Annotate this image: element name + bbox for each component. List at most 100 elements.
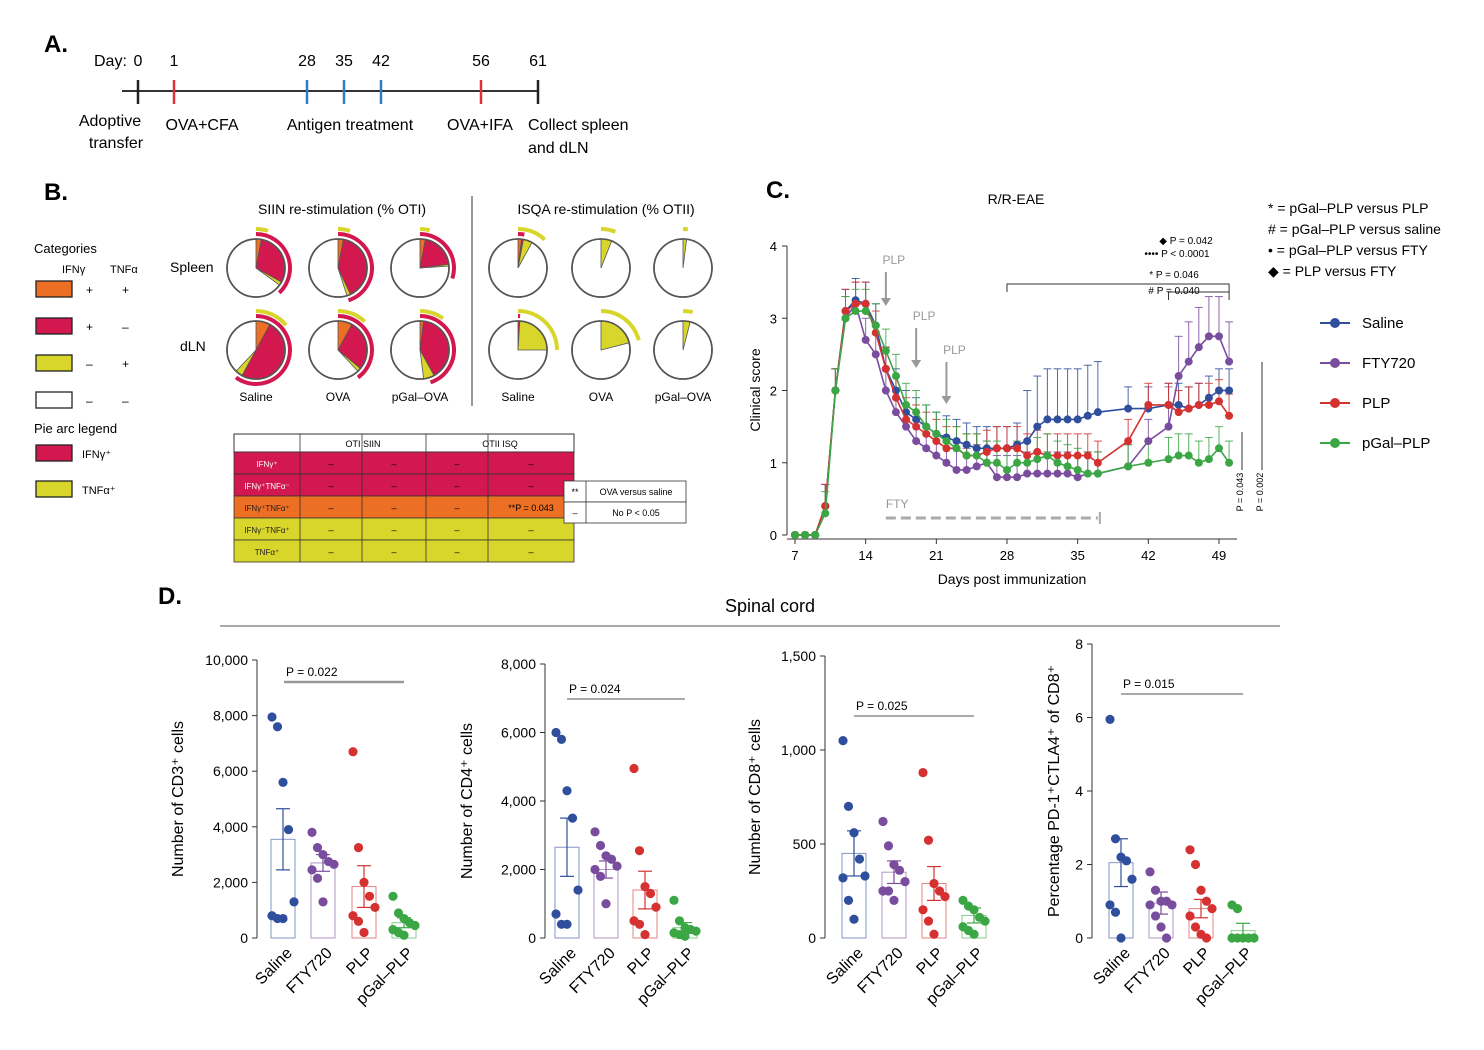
panel-c-label: C. [766, 177, 790, 204]
series-point [1184, 404, 1193, 413]
series-point [1225, 386, 1234, 395]
series-point [1073, 473, 1082, 482]
series-point [1225, 411, 1234, 420]
event-ova-cfa: OVA+CFA [165, 117, 238, 134]
line-chart-title: R/R-EAE [988, 191, 1045, 207]
data-point [278, 777, 288, 787]
series-point [1033, 469, 1042, 478]
y-tick-label: 4 [770, 239, 777, 254]
data-point [562, 919, 572, 929]
series-line-1 [795, 301, 1230, 536]
pie-column-label: OVA [589, 390, 613, 404]
pie-column-label: pGal–OVA [392, 390, 448, 404]
series-point [1215, 332, 1223, 341]
pie-border [653, 320, 713, 380]
data-point [969, 905, 979, 915]
data-point [267, 712, 277, 722]
y-tick-label: 8 [1075, 636, 1083, 652]
series-point [982, 458, 991, 467]
data-point [838, 873, 848, 883]
legend-series-name: PLP [1362, 395, 1390, 412]
series-point [1023, 458, 1032, 467]
data-point [1110, 907, 1121, 917]
series-point [1225, 357, 1234, 366]
data-point [318, 850, 328, 860]
y-tick-label: 0 [1075, 930, 1083, 946]
event-adoptive-1: Adoptive [79, 113, 141, 130]
table-cell: – [454, 503, 459, 513]
data-point [958, 895, 968, 906]
x-tick-label: 49 [1212, 548, 1226, 563]
series-point [1073, 465, 1082, 474]
series-point [1174, 408, 1183, 417]
data-point [1167, 900, 1177, 910]
series-point [871, 350, 880, 359]
pie-arc-tnfa [517, 309, 559, 351]
series-line-2 [795, 303, 1230, 536]
data-point [634, 919, 645, 929]
data-point [329, 859, 339, 869]
legend-category-ifng: – [86, 394, 93, 408]
y-tick-label: 4,000 [501, 793, 536, 809]
series-point [922, 422, 931, 431]
event-collect-2: and dLN [528, 140, 589, 157]
data-point [359, 877, 369, 888]
table-row-label: IFNγ⁻TNFα⁺ [244, 526, 290, 535]
data-point [929, 929, 939, 939]
data-point [969, 929, 979, 939]
pie-border [488, 238, 548, 298]
data-point [348, 747, 358, 757]
series-point [1063, 469, 1072, 478]
series-point [912, 408, 921, 417]
data-point [573, 885, 583, 895]
data-point [843, 801, 854, 812]
panel-a-label: A. [44, 31, 68, 58]
data-point [849, 914, 859, 924]
table-cell: – [454, 525, 459, 535]
series-point [1053, 469, 1062, 478]
series-point [1144, 458, 1153, 467]
series-point [1184, 451, 1193, 460]
data-point [562, 786, 572, 796]
series-point [891, 393, 900, 402]
series-point [1204, 455, 1213, 464]
series-point [902, 400, 911, 409]
data-point [691, 926, 701, 936]
series-point [1043, 415, 1052, 424]
line-chart-xlabel: Days post immunization [938, 571, 1087, 587]
series-point [902, 422, 911, 431]
series-point [1013, 458, 1022, 467]
y-tick-label: 2,000 [213, 874, 248, 890]
series-point [1003, 473, 1011, 482]
series-point [831, 386, 840, 395]
series-point [1174, 451, 1183, 460]
data-point [1105, 900, 1115, 910]
plp-arrow-label: PLP [943, 343, 966, 357]
series-point [1083, 451, 1092, 460]
legend-arc-ifng-label: IFNγ⁺ [82, 449, 111, 461]
data-point [551, 727, 561, 738]
data-point [843, 895, 854, 906]
vertical-p-1: P = 0.043 [1235, 473, 1245, 512]
p-value-label: P = 0.015 [1123, 677, 1175, 691]
plp-arrow-label: PLP [883, 253, 906, 267]
series-point [952, 437, 961, 446]
scatter-chart-1: 0 2,000 4,000 6,000 8,000 10,000 Number of CD3… [170, 652, 420, 1008]
series-point [962, 465, 971, 474]
x-tick-label: 28 [1000, 548, 1014, 563]
fty-label: FTY [886, 497, 909, 511]
panel-a: A. Day: 0 1 28 35 42 56 61 Adoptive transfer O… [44, 31, 629, 157]
series-point [1093, 408, 1102, 417]
series-point [871, 321, 880, 330]
x-tick-label: 42 [1141, 548, 1155, 563]
series-point [811, 531, 820, 539]
series-point [922, 429, 931, 438]
timeline-tick-label: 0 [134, 53, 143, 70]
pie-border [571, 320, 631, 380]
series-point [1124, 404, 1133, 413]
series-point [932, 429, 941, 438]
pie-border [226, 238, 286, 298]
pie-arc-ifng [234, 314, 292, 386]
series-point [1174, 400, 1183, 409]
data-point [364, 891, 375, 901]
